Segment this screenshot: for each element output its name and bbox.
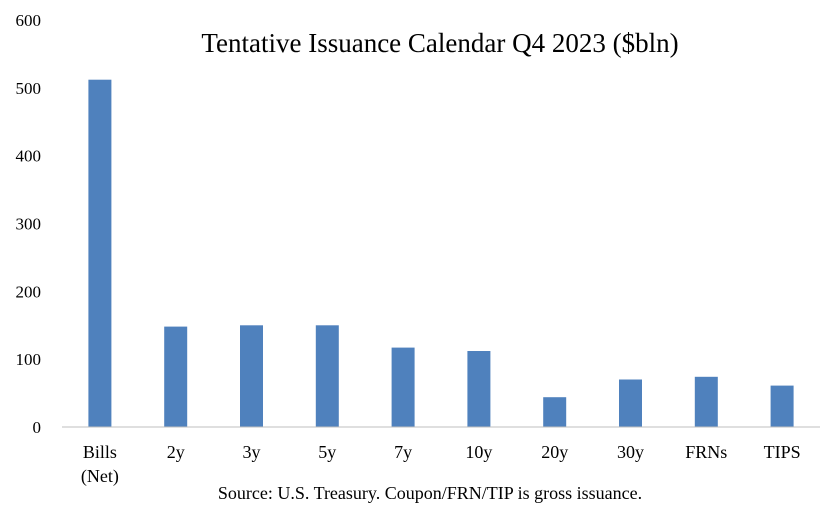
bars xyxy=(88,79,794,428)
bar xyxy=(770,385,794,427)
y-tick-label: 200 xyxy=(16,282,42,301)
x-tick-label: 7y xyxy=(394,442,412,462)
x-tick-label: Bills xyxy=(83,442,117,462)
y-tick-label: 600 xyxy=(16,11,42,30)
y-tick-label: 500 xyxy=(16,79,42,98)
x-tick-label: 5y xyxy=(318,442,336,462)
y-axis: 0 100 200 300 400 500 600 xyxy=(16,11,42,437)
bar xyxy=(88,79,112,427)
y-tick-label: 300 xyxy=(16,215,42,234)
x-tick-label: 2y xyxy=(167,442,185,462)
bar xyxy=(619,379,642,427)
bar xyxy=(694,376,718,427)
bar xyxy=(467,351,491,427)
bar xyxy=(164,326,188,427)
x-axis: Bills (Net) 2y 3y 5y 7y 10y 20y 30y FRNs TIPS xyxy=(81,442,801,487)
x-tick-label: 3y xyxy=(243,442,261,462)
y-tick-label: 0 xyxy=(33,418,42,437)
x-tick-label: (Net) xyxy=(81,466,119,487)
bar xyxy=(543,397,567,427)
x-tick-label: TIPS xyxy=(764,442,801,462)
x-tick-label: 30y xyxy=(617,442,644,462)
source-note: Source: U.S. Treasury. Coupon/FRN/TIP is… xyxy=(218,483,642,503)
y-tick-label: 100 xyxy=(16,350,42,369)
x-tick-label: 20y xyxy=(541,442,568,462)
chart-title: Tentative Issuance Calendar Q4 2023 ($bl… xyxy=(201,28,678,58)
bar xyxy=(391,347,415,427)
x-tick-label: FRNs xyxy=(685,442,727,462)
x-tick-label: 10y xyxy=(465,442,492,462)
bar xyxy=(240,325,263,428)
y-tick-label: 400 xyxy=(16,147,42,166)
bar xyxy=(315,325,339,428)
